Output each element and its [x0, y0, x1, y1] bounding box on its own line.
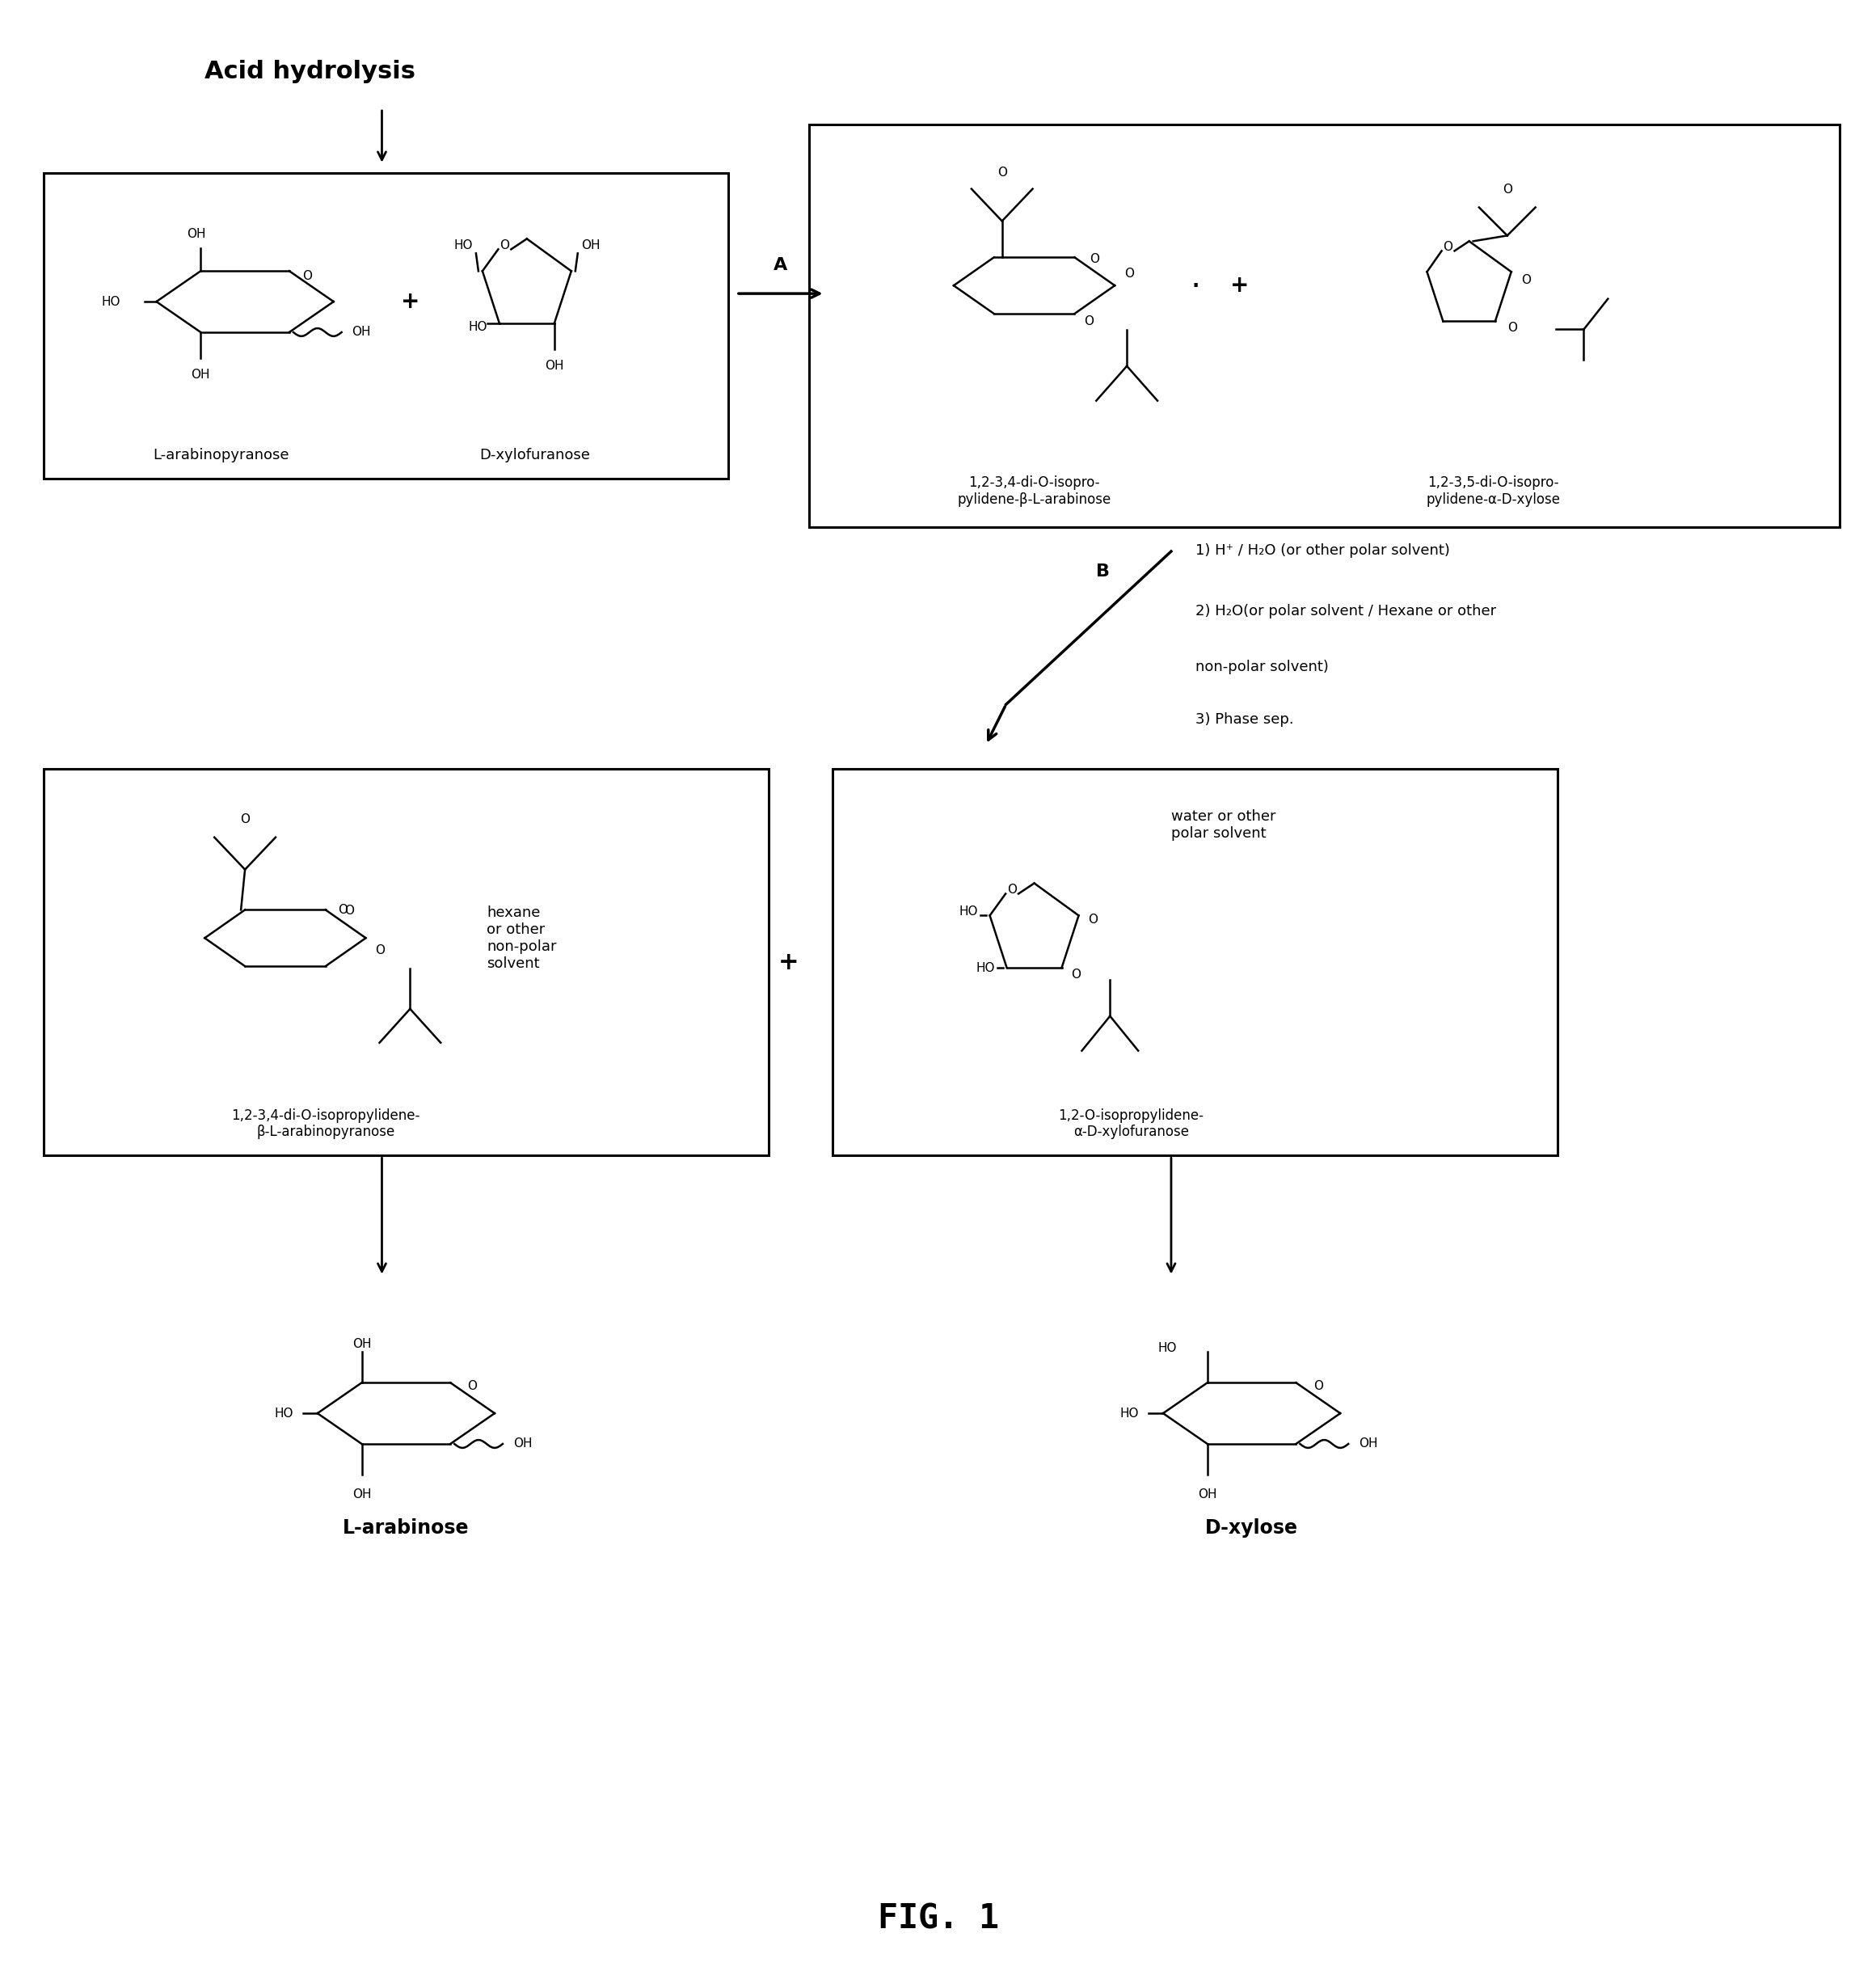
Text: 1,2-O-isopropylidene-
α-D-xylofuranose: 1,2-O-isopropylidene- α-D-xylofuranose — [1058, 1107, 1204, 1139]
Text: OH: OH — [1358, 1437, 1377, 1449]
Text: FIG. 1: FIG. 1 — [878, 1903, 998, 1936]
Text: O: O — [998, 167, 1007, 179]
Bar — [43, 769, 769, 1155]
Text: O: O — [345, 905, 355, 916]
Text: HO: HO — [454, 239, 473, 250]
Text: 1,2-3,4-di-O-isopro-
pylidene-β-L-arabinose: 1,2-3,4-di-O-isopro- pylidene-β-L-arabin… — [957, 475, 1111, 507]
Text: O: O — [1071, 968, 1081, 980]
Text: hexane
or other
non-polar
solvent: hexane or other non-polar solvent — [486, 907, 557, 970]
Bar — [809, 125, 1840, 527]
Text: L-arabinose: L-arabinose — [343, 1519, 469, 1537]
Text: A: A — [773, 256, 788, 274]
Text: HO: HO — [1157, 1342, 1176, 1354]
Text: O: O — [1503, 183, 1512, 195]
Text: O: O — [499, 239, 510, 250]
Text: OH: OH — [188, 229, 206, 241]
Text: O: O — [1124, 266, 1135, 280]
Bar — [833, 769, 1557, 1155]
Text: OH: OH — [353, 326, 371, 338]
Text: 1,2-3,4-di-O-isopropylidene-
β-L-arabinopyranose: 1,2-3,4-di-O-isopropylidene- β-L-arabino… — [231, 1107, 420, 1139]
Text: non-polar solvent): non-polar solvent) — [1195, 660, 1328, 674]
Text: O: O — [1521, 274, 1531, 286]
Text: O: O — [338, 905, 347, 916]
Text: OH: OH — [1199, 1489, 1218, 1501]
Text: HO: HO — [101, 296, 120, 308]
Text: D-xylose: D-xylose — [1204, 1519, 1298, 1537]
Text: 2) H₂O(or polar solvent / Hexane or other: 2) H₂O(or polar solvent / Hexane or othe… — [1195, 604, 1495, 618]
Text: O: O — [375, 944, 385, 956]
Text: .: . — [1189, 260, 1201, 294]
Text: +: + — [779, 950, 799, 974]
Text: 1) H⁺ / H₂O (or other polar solvent): 1) H⁺ / H₂O (or other polar solvent) — [1195, 543, 1450, 559]
Text: O: O — [1088, 912, 1097, 926]
Text: OH: OH — [353, 1338, 371, 1350]
Text: HO: HO — [1120, 1408, 1139, 1419]
Text: HO: HO — [274, 1408, 293, 1419]
Text: 3) Phase sep.: 3) Phase sep. — [1195, 712, 1294, 728]
Text: OH: OH — [582, 239, 600, 250]
Text: O: O — [1084, 316, 1094, 328]
Text: B: B — [1096, 563, 1109, 580]
Text: D-xylofuranose: D-xylofuranose — [480, 447, 591, 463]
Text: Acid hydrolysis: Acid hydrolysis — [204, 60, 416, 83]
Text: L-arabinopyranose: L-arabinopyranose — [152, 447, 289, 463]
Text: OH: OH — [353, 1489, 371, 1501]
Text: O: O — [240, 813, 250, 825]
Text: O: O — [1443, 241, 1452, 252]
Text: O: O — [1090, 252, 1099, 264]
Text: HO: HO — [959, 905, 977, 918]
Text: OH: OH — [514, 1437, 533, 1449]
Text: O: O — [1007, 883, 1017, 897]
Bar — [43, 173, 728, 479]
Text: HO: HO — [469, 322, 488, 334]
Text: HO: HO — [976, 962, 994, 974]
Text: O: O — [302, 270, 311, 282]
Text: 1,2-3,5-di-O-isopro-
pylidene-α-D-xylose: 1,2-3,5-di-O-isopro- pylidene-α-D-xylose — [1426, 475, 1561, 507]
Text: water or other
polar solvent: water or other polar solvent — [1171, 809, 1276, 841]
Text: O: O — [1313, 1380, 1323, 1392]
Text: +: + — [1231, 274, 1249, 296]
Text: OH: OH — [191, 368, 210, 380]
Text: O: O — [467, 1380, 477, 1392]
Text: O: O — [1506, 322, 1518, 334]
Text: +: + — [401, 290, 420, 312]
Text: OH: OH — [544, 360, 565, 372]
